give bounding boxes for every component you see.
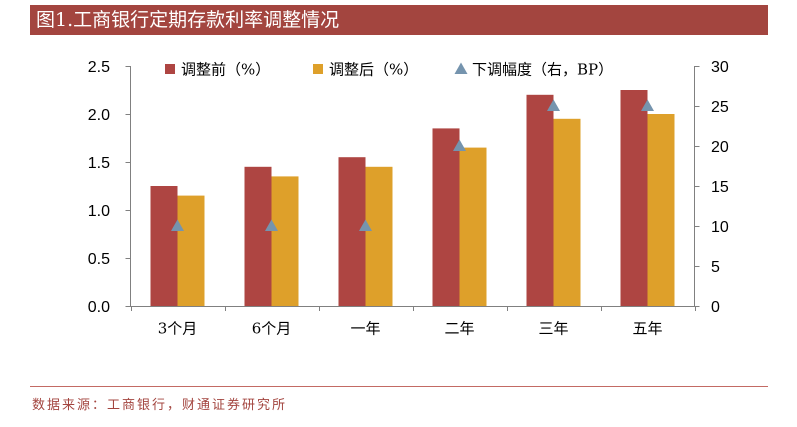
marker-series-3-category-6: [641, 99, 654, 111]
bar-series-2-category-6: [647, 114, 675, 306]
figure-title: 图1.工商银行定期存款利率调整情况: [36, 9, 340, 31]
marker-series-3-category-1: [171, 219, 184, 231]
right-axis-tick-label: 15: [711, 179, 729, 196]
right-axis-tick-label: 5: [711, 259, 720, 276]
source-divider: [30, 386, 768, 387]
left-axis-tick-label: 0.5: [88, 251, 110, 268]
legend-triangle-icon: [454, 62, 468, 74]
bar-series-1-category-5: [526, 94, 554, 306]
bar-series-2-category-2: [271, 176, 299, 306]
legend-item-3: 下调幅度（右，BP）: [454, 60, 613, 78]
legend-swatch: [165, 64, 175, 74]
legend-swatch: [313, 64, 323, 74]
legend: 调整前（%） 调整后（%） 下调幅度（右，BP）: [165, 60, 613, 78]
legend-label: 调整后（%）: [329, 60, 418, 78]
right-axis-tick-label: 10: [711, 219, 729, 236]
legend-item-1: 调整前（%）: [165, 60, 270, 78]
axes: 0.0 0.5 1.0 1.5 2.0 2.5 0 5 10 15 20 25 30 3个月 6个月 一年 二年…: [88, 59, 729, 337]
bar-series-2-category-4: [459, 147, 487, 306]
source-note: 数据来源：工商银行，财通证券研究所: [32, 398, 288, 413]
right-axis-tick-label: 30: [711, 59, 729, 76]
marker-series-3-category-4: [453, 139, 466, 151]
right-axis-tick-label: 20: [711, 139, 729, 156]
right-axis-tick-label: 25: [711, 99, 729, 116]
left-axis-tick-label: 0.0: [88, 299, 110, 316]
bar-series-2-category-1: [177, 195, 205, 306]
x-axis-category-label: 6个月: [252, 319, 292, 337]
figure-header-bar: 图1.工商银行定期存款利率调整情况: [30, 5, 768, 35]
legend-label: 下调幅度（右，BP）: [472, 60, 613, 78]
bar-series-1-category-2: [244, 166, 272, 306]
legend-item-2: 调整后（%）: [313, 60, 418, 78]
legend-label: 调整前（%）: [181, 60, 270, 78]
x-axis-category-label: 二年: [444, 319, 474, 337]
x-axis-category-label: 三年: [538, 319, 568, 337]
left-axis-tick-label: 2.0: [88, 107, 110, 124]
x-axis-category-label: 五年: [632, 319, 662, 337]
left-axis-tick-label: 1.0: [88, 203, 110, 220]
bar-layer: [150, 90, 675, 306]
marker-layer: [171, 99, 654, 231]
x-axis-category-label: 3个月: [158, 319, 198, 337]
bar-series-1-category-4: [432, 128, 460, 306]
bar-series-1-category-1: [150, 186, 178, 306]
bar-series-2-category-3: [365, 166, 393, 306]
bar-series-1-category-3: [338, 157, 366, 306]
left-axis-tick-label: 2.5: [88, 59, 110, 76]
marker-series-3-category-3: [359, 219, 372, 231]
marker-series-3-category-5: [547, 99, 560, 111]
right-axis-tick-label: 0: [711, 299, 720, 316]
bar-series-1-category-6: [620, 90, 648, 306]
x-axis-category-label: 一年: [350, 319, 380, 337]
bar-series-2-category-5: [553, 118, 581, 306]
marker-series-3-category-2: [265, 219, 278, 231]
left-axis-tick-label: 1.5: [88, 155, 110, 172]
